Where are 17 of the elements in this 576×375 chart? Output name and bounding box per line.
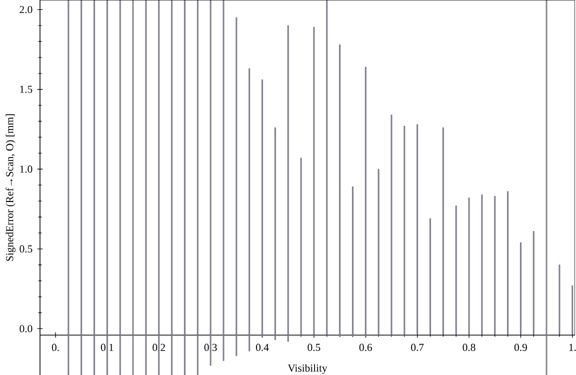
x-tick-label: 0.3 <box>204 344 217 352</box>
y-axis-title: SignedError (Ref→Scan, O) [mm] <box>6 114 16 261</box>
y-tick-label: 0.0 <box>20 325 32 332</box>
x-tick-label: 1. <box>569 344 576 351</box>
y-tick-label: 0.5 <box>20 245 32 253</box>
x-tick-label: 0.5 <box>308 344 320 352</box>
y-tick-label: 2.0 <box>20 6 32 14</box>
x-tick-label: 0. <box>52 344 59 352</box>
x-tick-label: 0.9 <box>514 344 527 352</box>
x-tick-label: 0.7 <box>411 344 424 352</box>
y-tick-label: 1.5 <box>20 86 32 93</box>
x-tick-label: 0.8 <box>462 344 476 352</box>
y-tick-label: 1.0 <box>20 166 32 173</box>
x-tick-label: 0.2 <box>152 344 165 352</box>
x-tick-label: 0.6 <box>359 344 372 352</box>
x-tick-label: 0.4 <box>256 344 269 352</box>
x-axis-title: Visibility <box>288 364 328 374</box>
